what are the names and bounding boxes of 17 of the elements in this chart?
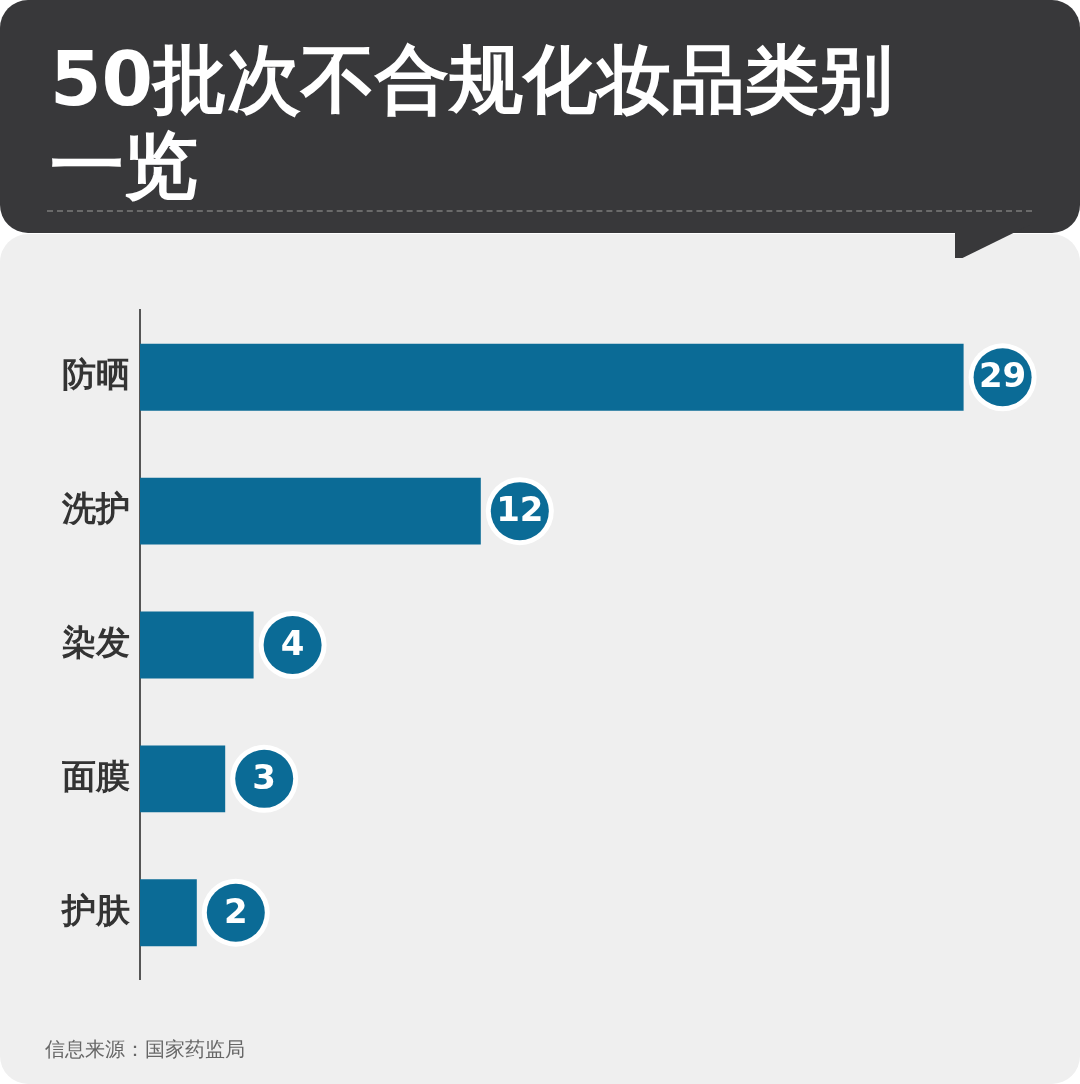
- y-tick-label: 染发: [62, 621, 130, 662]
- data-label: 29: [978, 355, 1027, 396]
- y-tick-label: 面膜: [62, 755, 130, 796]
- bar: [140, 879, 197, 947]
- y-tick-label: 护肤: [60, 889, 130, 930]
- bar: [140, 343, 964, 411]
- data-label: 2: [223, 890, 248, 931]
- bar: [140, 745, 226, 813]
- text: 信息来源：国家药监局: [45, 1036, 245, 1063]
- data-label: 12: [496, 488, 544, 529]
- y-tick-label: 防晒: [62, 354, 130, 395]
- chart-title: 50批次不合规化妆品类别一览: [50, 36, 894, 208]
- y-tick-label: 洗护: [61, 487, 130, 528]
- data-label: 4: [280, 622, 305, 663]
- data-label: 3: [252, 756, 277, 797]
- bar: [140, 611, 254, 679]
- bar: [140, 477, 481, 545]
